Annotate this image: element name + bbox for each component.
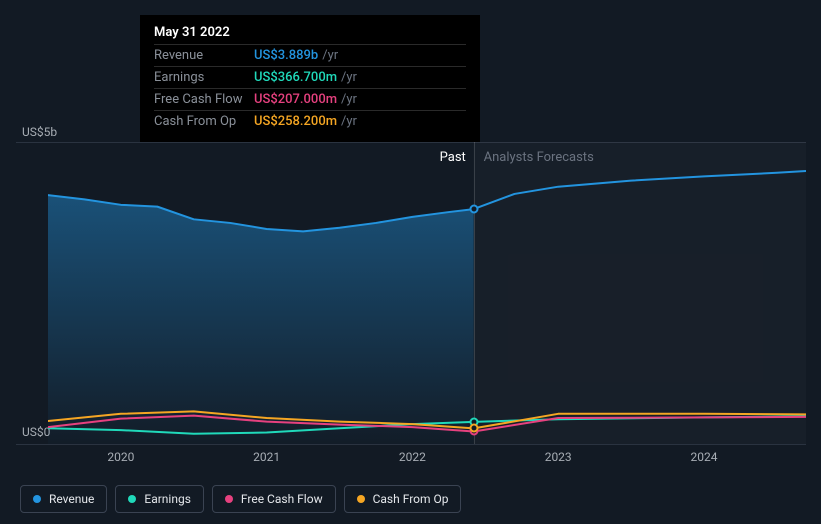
legend-dot-icon — [128, 495, 136, 503]
tooltip-row-unit: /yr — [341, 114, 357, 129]
tooltip-row: RevenueUS$3.889b/yr — [154, 44, 466, 66]
x-axis: 2020 2021 2022 2023 2024 — [48, 450, 806, 468]
legend-item-label: Cash From Op — [373, 492, 449, 506]
y-axis-max-label: US$5b — [22, 125, 57, 139]
legend-item-earnings[interactable]: Earnings — [115, 485, 204, 513]
chart-plot[interactable] — [48, 142, 806, 444]
tooltip-row-unit: /yr — [341, 92, 357, 107]
x-tick-label: 2022 — [399, 450, 426, 464]
x-tick-label: 2023 — [545, 450, 572, 464]
legend-item-label: Earnings — [144, 492, 191, 506]
tooltip-row: Free Cash FlowUS$207.000m/yr — [154, 88, 466, 110]
chart-legend: Revenue Earnings Free Cash Flow Cash From O… — [20, 485, 461, 513]
x-tick-label: 2020 — [107, 450, 134, 464]
legend-item-cfo[interactable]: Cash From Op — [344, 485, 462, 513]
tooltip-row-unit: /yr — [322, 48, 338, 63]
legend-item-label: Revenue — [49, 492, 94, 506]
tooltip-date: May 31 2022 — [154, 25, 466, 44]
tooltip-row-label: Free Cash Flow — [154, 92, 254, 107]
tooltip-row-label: Revenue — [154, 48, 254, 63]
tooltip-row-value: US$3.889b — [254, 48, 318, 63]
legend-item-revenue[interactable]: Revenue — [20, 485, 107, 513]
tooltip-row: EarningsUS$366.700m/yr — [154, 66, 466, 88]
tooltip-row-value: US$207.000m — [254, 92, 337, 107]
tooltip-row-value: US$258.200m — [254, 114, 337, 129]
past-region-label: Past — [440, 150, 466, 165]
y-axis-min-label: US$0 — [22, 425, 50, 439]
tooltip-row-label: Cash From Op — [154, 114, 254, 129]
tooltip-row: Cash From OpUS$258.200m/yr — [154, 110, 466, 132]
legend-dot-icon — [225, 495, 233, 503]
gridline-bottom — [16, 444, 806, 445]
tooltip-row-value: US$366.700m — [254, 70, 337, 85]
legend-dot-icon — [357, 495, 365, 503]
x-tick-label: 2021 — [253, 450, 280, 464]
legend-dot-icon — [33, 495, 41, 503]
chart-tooltip: May 31 2022 RevenueUS$3.889b/yrEarningsU… — [140, 15, 480, 142]
forecast-region-label: Analysts Forecasts — [484, 150, 594, 165]
tooltip-row-unit: /yr — [341, 70, 357, 85]
legend-item-fcf[interactable]: Free Cash Flow — [212, 485, 336, 513]
legend-item-label: Free Cash Flow — [241, 492, 323, 506]
tooltip-row-label: Earnings — [154, 70, 254, 85]
x-tick-label: 2024 — [690, 450, 717, 464]
